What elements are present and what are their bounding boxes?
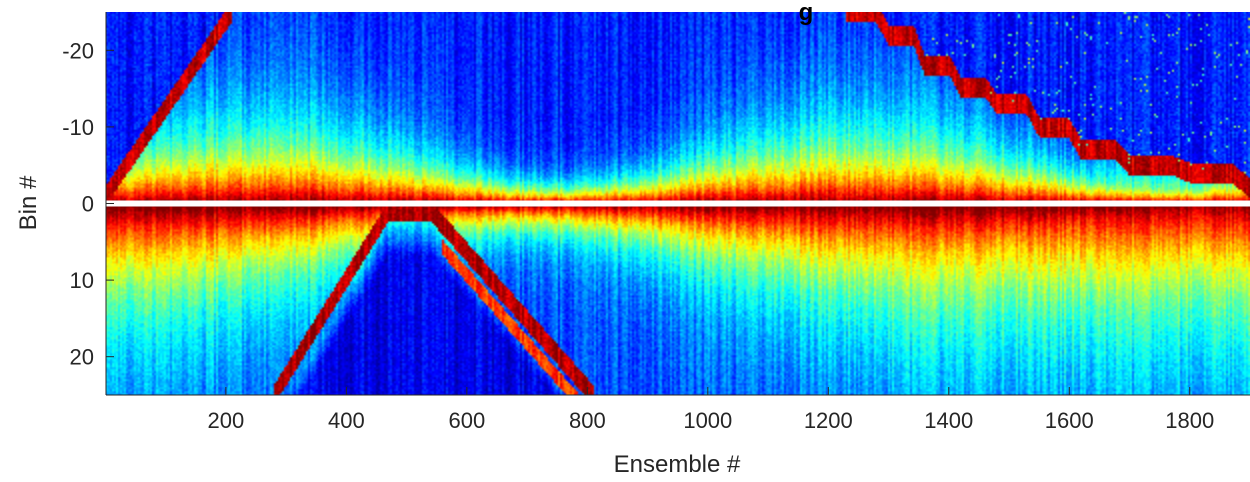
- y-axis-label: Bin #: [15, 175, 42, 230]
- y-tick-label: -10: [62, 115, 94, 140]
- x-axis-ticks: 200 400 600 800 1000 1200 1400 1600 1800: [208, 387, 1214, 433]
- y-tick-label: 0: [82, 192, 94, 217]
- x-tick-label: 600: [448, 408, 485, 433]
- x-tick-label: 400: [328, 408, 365, 433]
- y-tick-label: 10: [70, 268, 94, 293]
- zero-bin-gap: [106, 200, 1250, 207]
- y-axis-ticks: -20 -10 0 10 20: [62, 38, 114, 370]
- x-tick-label: 1600: [1045, 408, 1094, 433]
- y-tick-label: 20: [70, 345, 94, 370]
- x-tick-label: 1400: [924, 408, 973, 433]
- x-tick-label: 800: [569, 408, 606, 433]
- chart-title: g: [799, 0, 814, 26]
- x-tick-label: 1800: [1165, 408, 1214, 433]
- x-tick-label: 1000: [683, 408, 732, 433]
- x-tick-label: 200: [208, 408, 245, 433]
- x-tick-label: 1200: [804, 408, 853, 433]
- x-axis-label: Ensemble #: [614, 451, 741, 477]
- y-tick-label: -20: [62, 38, 94, 63]
